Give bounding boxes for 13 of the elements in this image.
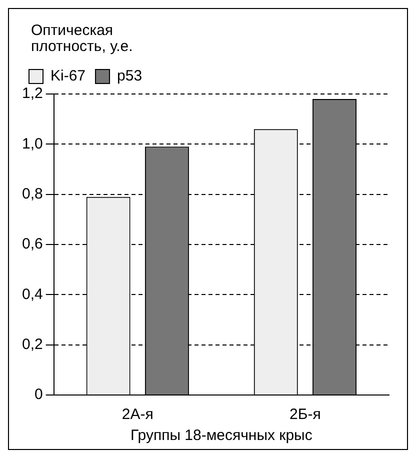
legend-label: Ki-67 (50, 68, 86, 85)
y-tick-label: 1,0 (22, 135, 43, 152)
y-tick-label: 0,2 (22, 336, 43, 353)
x-tick-label: 2Б-я (290, 406, 321, 424)
y-tick-label: 0,8 (22, 185, 43, 202)
y-axis-title: Оптическая плотность, у.е. (31, 22, 133, 55)
y-tick-label: 0 (34, 386, 43, 404)
y-tick-label: 0,4 (22, 286, 43, 303)
legend-label: p53 (117, 68, 142, 85)
x-tick-label: 2А-я (122, 406, 154, 424)
y-tick-label: 0,6 (22, 236, 43, 253)
y-tick-label: 1,2 (22, 85, 43, 102)
x-axis-title: Группы 18-месячных крыс (130, 427, 313, 444)
